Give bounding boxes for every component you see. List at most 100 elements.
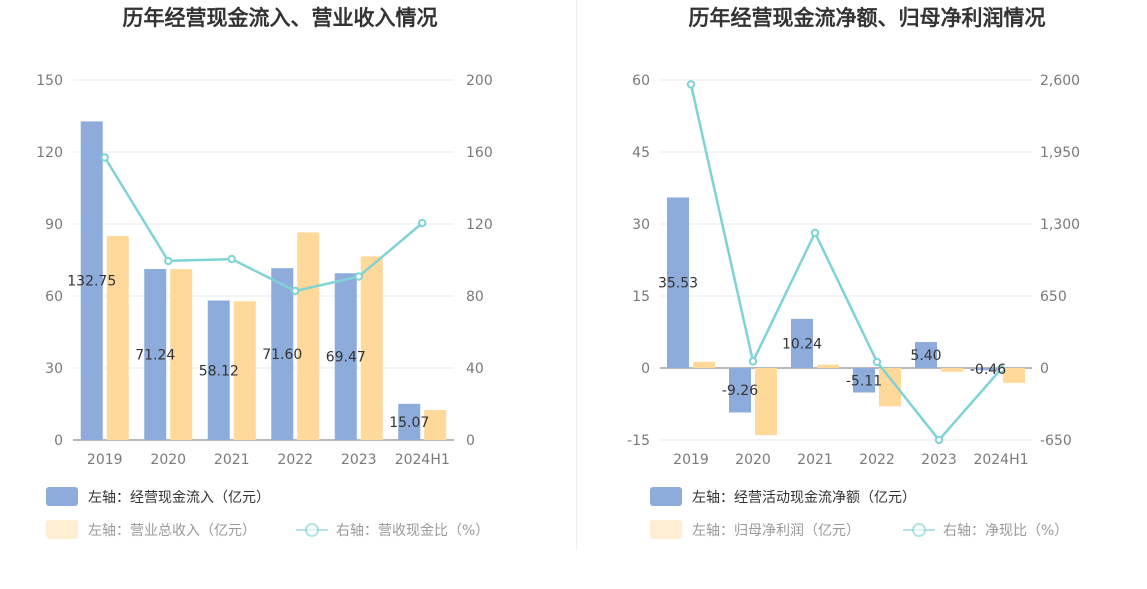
x-tick-label: 2022 bbox=[277, 452, 313, 468]
data-label: 71.60 bbox=[262, 347, 302, 363]
y-tick-label-left: -15 bbox=[627, 433, 650, 449]
legend-swatch bbox=[46, 520, 78, 539]
bar-2024H1 bbox=[424, 410, 447, 440]
bar-2020 bbox=[729, 368, 751, 413]
x-tick-label: 2019 bbox=[87, 452, 123, 468]
y-tick-label-right: 1,950 bbox=[1040, 145, 1080, 161]
x-tick-label: 2021 bbox=[797, 452, 833, 468]
bar-2021 bbox=[233, 301, 256, 440]
data-label: -5.11 bbox=[846, 373, 882, 389]
bar-2020 bbox=[144, 269, 167, 440]
chart-title: 历年经营现金流净额、归母净利润情况 bbox=[689, 6, 1046, 30]
y-tick-label-right: 200 bbox=[466, 73, 493, 89]
x-tick-label: 2024H1 bbox=[973, 452, 1028, 468]
x-tick-label: 2022 bbox=[859, 452, 895, 468]
line-point-2019 bbox=[686, 80, 696, 89]
y-tick-label-right: 120 bbox=[466, 217, 493, 233]
line-point-2024H1 bbox=[996, 364, 1006, 374]
line-point-2022 bbox=[291, 286, 300, 296]
y-tick-label-right: 1,300 bbox=[1040, 217, 1080, 233]
bar-2022 bbox=[297, 232, 320, 440]
bar-2022 bbox=[879, 368, 901, 407]
line-series bbox=[689, 84, 1002, 442]
legend-label: 左轴：归母净利润（亿元） bbox=[692, 522, 860, 539]
y-tick-label-right: 80 bbox=[466, 289, 484, 305]
legend-swatch bbox=[650, 487, 682, 506]
legend-marker bbox=[305, 523, 319, 537]
bar-2023 bbox=[360, 256, 383, 440]
line-point-2019 bbox=[100, 153, 109, 162]
bar-2021 bbox=[791, 318, 813, 368]
bar-2023 bbox=[334, 273, 357, 440]
data-label: 132.75 bbox=[67, 274, 116, 290]
bar-2019 bbox=[80, 121, 103, 441]
y-tick-label-left: 0 bbox=[641, 361, 650, 377]
y-tick-label-right: 160 bbox=[466, 145, 493, 161]
legend-label: 左轴：营业总收入（亿元） bbox=[88, 523, 256, 539]
y-tick-label-left: 0 bbox=[54, 433, 63, 449]
y-tick-label-left: 90 bbox=[45, 217, 63, 233]
line-point-2023 bbox=[934, 435, 944, 445]
y-tick-label-left: 60 bbox=[45, 289, 63, 305]
legend-swatch bbox=[650, 520, 682, 539]
line-series bbox=[103, 156, 424, 293]
x-tick-label: 2024H1 bbox=[395, 452, 450, 468]
y-tick-label-right: 40 bbox=[466, 361, 484, 377]
bar-2021 bbox=[817, 364, 839, 368]
x-tick-label: 2019 bbox=[673, 452, 709, 468]
x-tick-label: 2020 bbox=[150, 452, 186, 468]
x-tick-label: 2023 bbox=[341, 452, 377, 468]
chart-cash-inflow-revenue: 历年经营现金流入、营业收入情况 150 200 120 160 90 120 60 80 30 4… bbox=[36, 6, 493, 539]
data-label: 15.07 bbox=[389, 415, 429, 431]
y-tick-label-left: 15 bbox=[632, 289, 650, 305]
line-point-2024H1 bbox=[418, 218, 427, 228]
line-point-2022 bbox=[872, 357, 882, 367]
bar-2021 bbox=[207, 300, 230, 440]
data-label: 5.40 bbox=[910, 348, 941, 364]
legend-swatch bbox=[46, 487, 78, 506]
y-tick-label-left: 30 bbox=[632, 217, 650, 233]
bar-2019 bbox=[693, 361, 715, 368]
data-label: -0.46 bbox=[970, 362, 1006, 378]
y-tick-label-right: 2,600 bbox=[1040, 73, 1080, 89]
data-label: 10.24 bbox=[782, 336, 822, 352]
x-tick-label: 2023 bbox=[921, 452, 957, 468]
bar-2019 bbox=[667, 197, 689, 368]
y-tick-label-left: 120 bbox=[36, 145, 63, 161]
legend-marker bbox=[912, 523, 926, 537]
legend-label: 左轴：经营活动现金流净额（亿元） bbox=[692, 490, 916, 506]
y-tick-label-right: -650 bbox=[1040, 433, 1072, 449]
data-label: 71.24 bbox=[135, 348, 175, 364]
bar-2024H1 bbox=[977, 368, 999, 371]
y-tick-label-right: 650 bbox=[1040, 289, 1067, 305]
bar-2020 bbox=[170, 269, 193, 440]
bar-2023 bbox=[941, 368, 963, 372]
line-point-2023 bbox=[354, 272, 363, 281]
bar-2022 bbox=[853, 368, 875, 393]
y-tick-label-right: 0 bbox=[466, 433, 475, 449]
bar-2023 bbox=[915, 342, 937, 368]
bar-2024H1 bbox=[1003, 368, 1025, 383]
line-point-2021 bbox=[227, 254, 236, 264]
y-tick-label-right: 0 bbox=[1040, 361, 1049, 377]
panel-divider bbox=[576, 0, 577, 550]
line-point-2020 bbox=[748, 357, 758, 366]
bar-2019 bbox=[106, 236, 129, 440]
y-tick-label-left: 60 bbox=[632, 73, 650, 89]
line-point-2020 bbox=[164, 256, 173, 266]
bar-2024H1 bbox=[398, 403, 421, 440]
data-label: 58.12 bbox=[199, 363, 239, 379]
data-label: 35.53 bbox=[658, 276, 698, 292]
y-tick-label-left: 150 bbox=[36, 73, 63, 89]
bar-2022 bbox=[271, 268, 294, 440]
bar-2020 bbox=[755, 368, 777, 436]
chart-title: 历年经营现金流入、营业收入情况 bbox=[123, 6, 438, 30]
data-label: 69.47 bbox=[326, 350, 366, 366]
legend-label: 左轴：经营现金流入（亿元） bbox=[88, 490, 270, 506]
y-tick-label-left: 45 bbox=[632, 145, 650, 161]
chart-net-cash-profit: 历年经营现金流净额、归母净利润情况 60 2,600 45 1,950 30 1,300 1… bbox=[627, 6, 1080, 539]
legend-label: 右轴：净现比（%） bbox=[943, 523, 1068, 539]
y-tick-label-left: 30 bbox=[45, 361, 63, 377]
line-point-2021 bbox=[810, 228, 820, 238]
